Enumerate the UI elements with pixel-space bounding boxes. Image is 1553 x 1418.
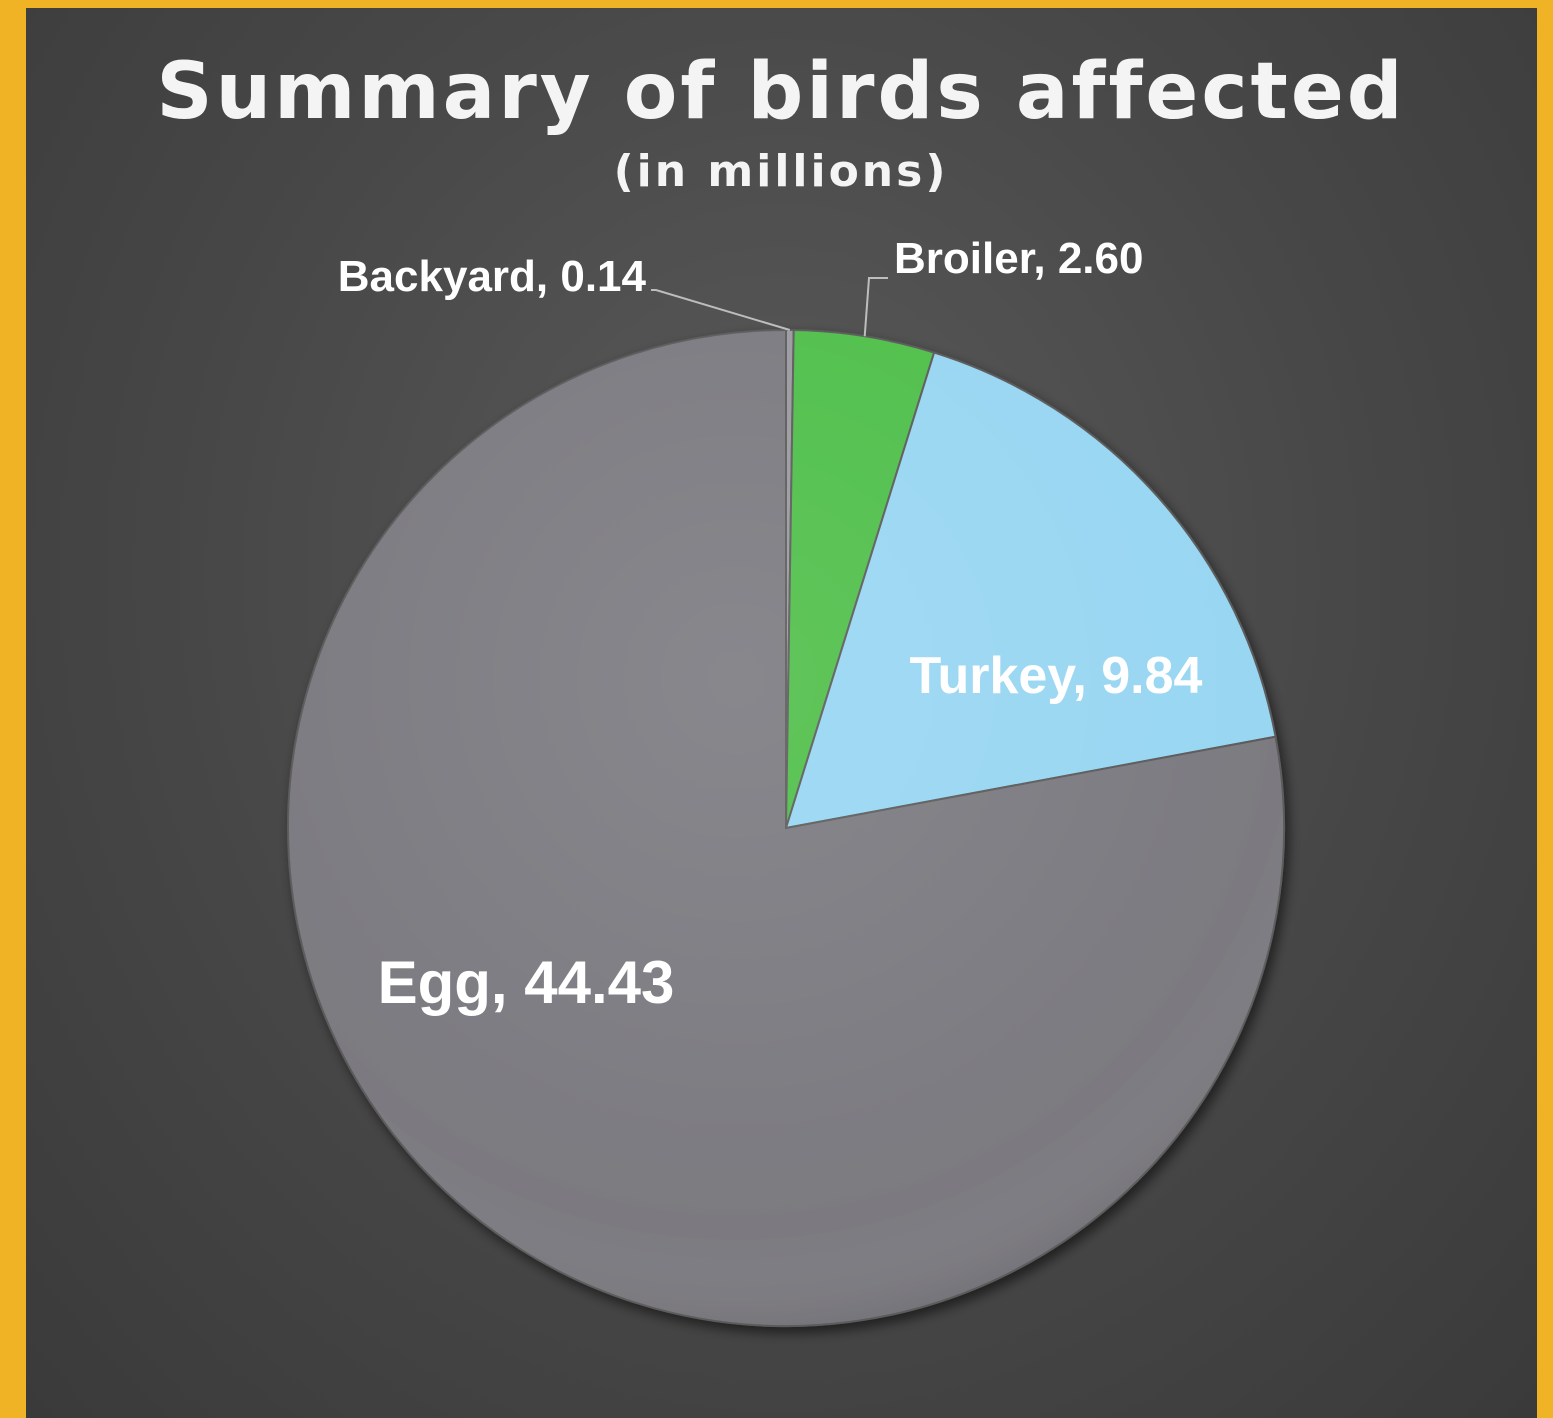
pie-shading	[288, 330, 1284, 1326]
pie-chart: Summary of birds affected (in millions) …	[156, 47, 1405, 1327]
chart-subtitle: (in millions)	[614, 146, 949, 197]
chart-title: Summary of birds affected	[156, 47, 1405, 137]
data-label-egg: Egg, 44.43	[378, 949, 675, 1016]
data-label-broiler: Broiler, 2.60	[894, 234, 1143, 283]
pie-slices	[287, 328, 1285, 1327]
leader-line-broiler	[863, 277, 888, 337]
data-label-turkey: Turkey, 9.84	[910, 647, 1203, 705]
leader-line-backyard	[651, 289, 791, 331]
leader-lines	[651, 277, 888, 337]
data-label-backyard: Backyard, 0.14	[338, 252, 647, 301]
chart-frame: Summary of birds affected (in millions) …	[26, 8, 1537, 1418]
